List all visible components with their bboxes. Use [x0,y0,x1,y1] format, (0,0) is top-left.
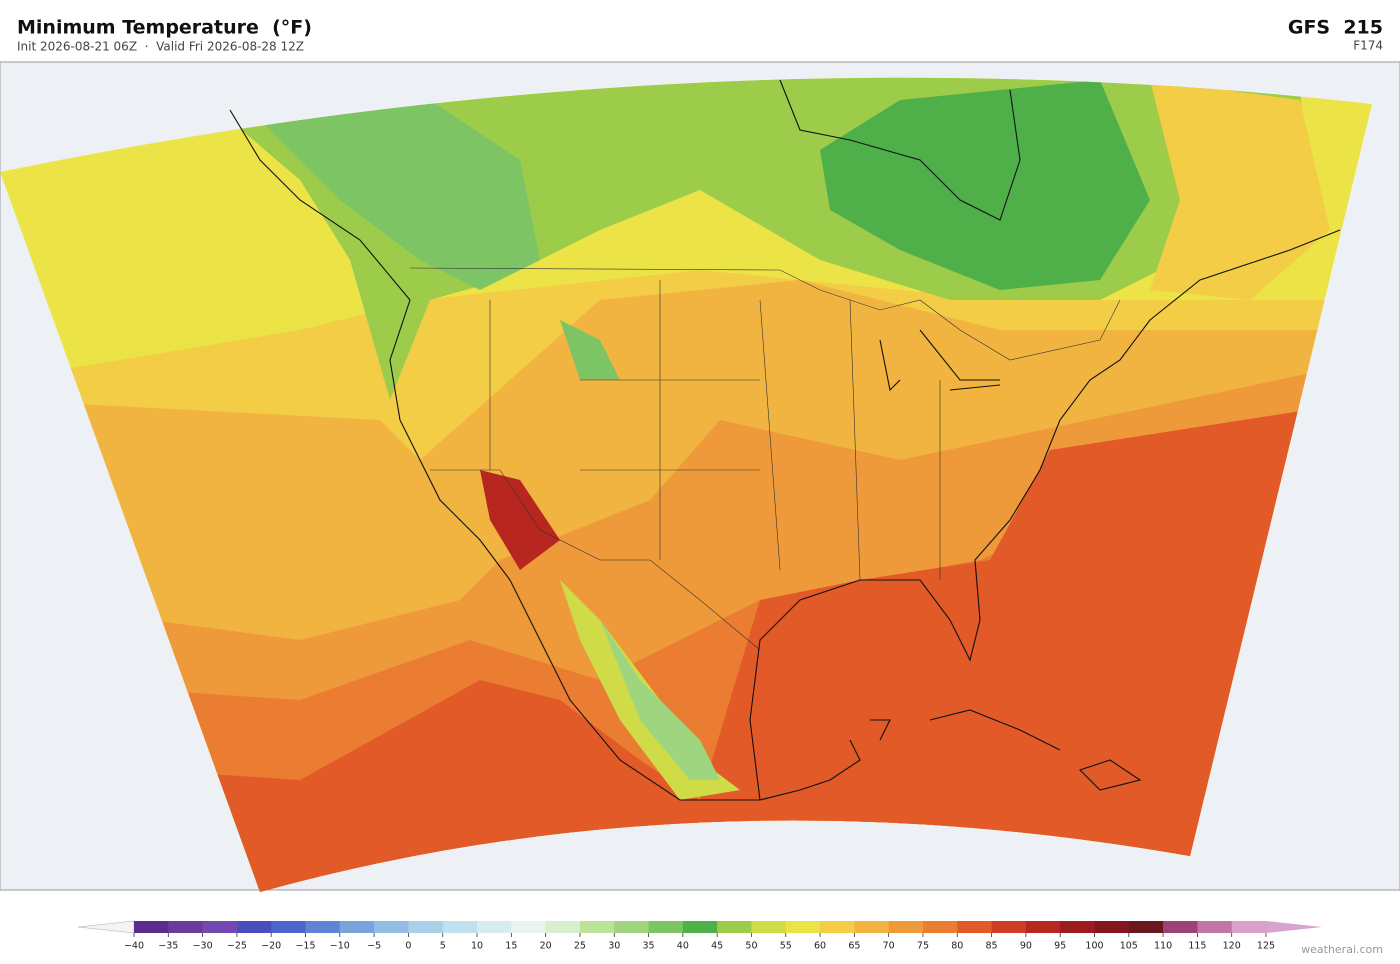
colorbar-swatch [579,921,615,933]
forecast-hour: F174 [1353,39,1383,53]
colorbar-tick-label: 125 [1257,941,1275,952]
colorbar-swatch [271,921,306,933]
colorbar-swatch [1231,921,1267,933]
colorbar-tick-label: −25 [227,941,247,952]
colorbar-tick-label: 120 [1223,941,1241,952]
colorbar-tick-label: −20 [261,941,281,952]
colorbar-tick-label: 35 [642,941,654,952]
colorbar-swatch [134,921,169,933]
colorbar-tick-label: −35 [158,941,178,952]
model: GFS 215 [1288,17,1383,39]
colorbar-tick-label: 75 [917,941,929,952]
colorbar-swatch [1060,921,1095,933]
colorbar-tick-label: 55 [780,941,792,952]
colorbar-swatch [374,921,409,933]
subtitle: Init 2026-08-21 06Z · Valid Fri 2026-08-… [17,40,304,54]
coastlines [229,79,1341,801]
map [0,61,1400,892]
colorbar-swatch [751,921,787,933]
colorbar-tick-label: 105 [1120,941,1138,952]
credit: weatherai.com [1301,943,1383,956]
colorbar-tick-label: 110 [1154,941,1172,952]
colorbar-tick-label: 25 [574,941,586,952]
colorbar-swatch [477,921,512,933]
colorbar-tick-label: −10 [330,941,350,952]
colorbar-tick-label: 65 [848,941,860,952]
colorbar-tick-label: 85 [986,941,998,952]
colorbar-tick-label: −15 [295,941,315,952]
temperature-field [0,77,1372,892]
colorbar-tick-label: 70 [883,941,895,952]
colorbar-tick-label: 45 [711,941,723,952]
colorbar-swatch [1025,921,1061,933]
colorbar-swatch [854,921,889,933]
colorbar-swatch [202,921,238,933]
colorbar-extend-high [1266,921,1322,933]
colorbar-swatch [922,921,958,933]
colorbar-swatch [1163,921,1198,933]
colorbar-swatch [408,921,444,933]
colorbar-tick-label: −40 [124,941,144,952]
colorbar-tick-label: 50 [745,941,757,952]
colorbar-extend-low [77,920,135,934]
colorbar-swatch [888,921,924,933]
colorbar-tick-label: 5 [440,941,446,952]
colorbar-swatch [305,921,341,933]
colorbar-swatch [648,921,684,933]
title: Minimum Temperature (°F) [17,17,312,39]
colorbar-swatch [339,921,375,933]
colorbar-tick-label: 60 [814,941,826,952]
colorbar-swatch [682,921,718,933]
colorbar-tick-label: 30 [608,941,620,952]
colorbar-tick-label: −30 [193,941,213,952]
colorbar-tick-label: 10 [471,941,483,952]
colorbar-swatch [511,921,546,933]
colorbar-swatch [717,921,752,933]
colorbar-swatch [1094,921,1130,933]
colorbar-swatch [545,921,581,933]
colorbar-tick-label: 15 [505,941,517,952]
colorbar-swatch [1197,921,1232,933]
colorbar-swatch [991,921,1027,933]
colorbar-tick-label: 80 [951,941,963,952]
colorbar-swatch [1128,921,1164,933]
colorbar-tick-label: 0 [405,941,411,952]
colorbar-swatch [785,921,821,933]
colorbar-swatch [957,921,992,933]
colorbar-swatch [442,921,478,933]
colorbar-tick-label: 40 [677,941,689,952]
colorbar: −40 −35 −30 −25 −20 −15 −10 −5 0 5 10 15 20 25 30 35 40 4… [77,920,1322,952]
colorbar-tick-label: 100 [1085,941,1103,952]
colorbar-tick-label: 20 [540,941,552,952]
colorbar-swatch [614,921,649,933]
colorbar-tick-label: −5 [367,941,381,952]
colorbar-swatch [236,921,272,933]
colorbar-tick-label: 115 [1188,941,1206,952]
colorbar-tick-label: 90 [1020,941,1032,952]
colorbar-swatch [820,921,855,933]
borders [409,267,1121,651]
colorbar-swatch [168,921,203,933]
colorbar-tick-label: 95 [1054,941,1066,952]
